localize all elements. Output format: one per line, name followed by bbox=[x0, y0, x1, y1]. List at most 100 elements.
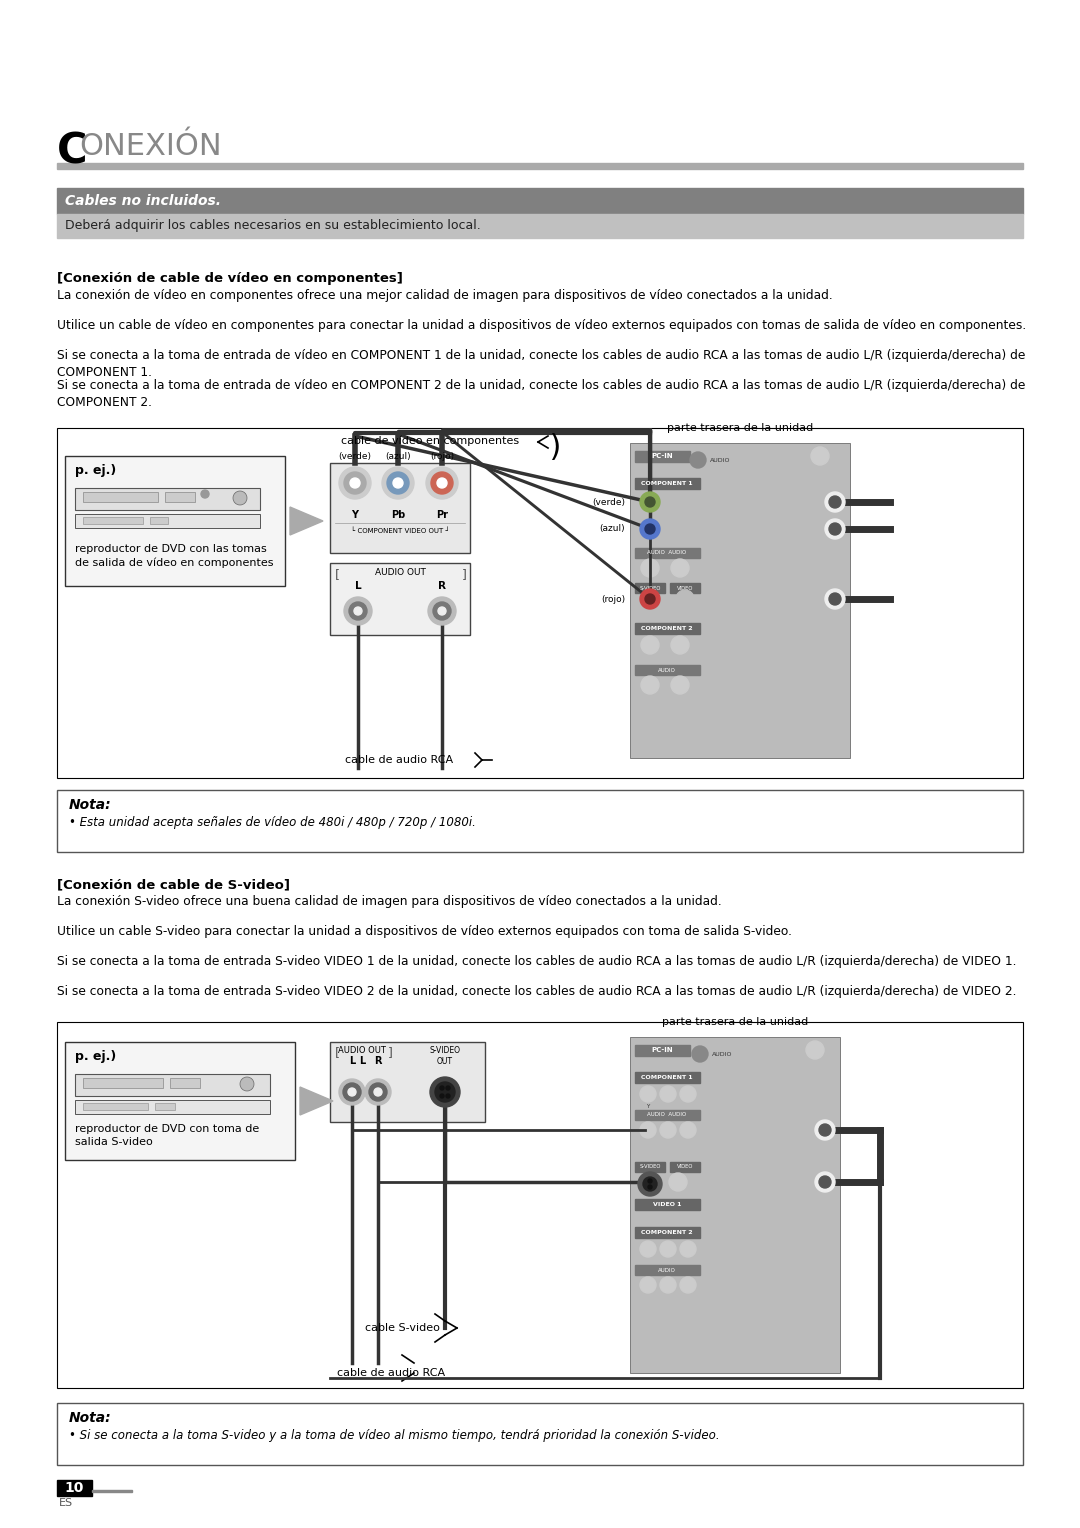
Circle shape bbox=[680, 1086, 696, 1102]
Bar bbox=[150, 516, 168, 524]
Bar bbox=[635, 584, 665, 593]
Text: (rojo): (rojo) bbox=[430, 452, 454, 461]
Bar bbox=[635, 1199, 700, 1210]
Circle shape bbox=[428, 597, 456, 625]
Circle shape bbox=[645, 497, 654, 507]
Text: PC-IN: PC-IN bbox=[651, 1048, 673, 1053]
Bar bbox=[635, 623, 700, 634]
Text: S-VIDEO: S-VIDEO bbox=[639, 585, 661, 590]
Bar bbox=[635, 1265, 700, 1274]
Text: cable S-video: cable S-video bbox=[365, 1323, 440, 1332]
Circle shape bbox=[440, 1094, 444, 1099]
Circle shape bbox=[829, 593, 841, 605]
Text: R: R bbox=[438, 581, 446, 591]
Circle shape bbox=[640, 1086, 656, 1102]
Circle shape bbox=[339, 1079, 365, 1105]
Bar bbox=[630, 443, 850, 758]
Circle shape bbox=[348, 1088, 356, 1096]
Circle shape bbox=[680, 1122, 696, 1138]
Bar bbox=[635, 1045, 690, 1056]
Text: C: C bbox=[57, 130, 87, 173]
Text: PC-IN: PC-IN bbox=[651, 454, 673, 460]
Circle shape bbox=[639, 1174, 657, 1190]
Circle shape bbox=[393, 478, 403, 487]
Text: cable de vídeo en componentes: cable de vídeo en componentes bbox=[341, 435, 519, 446]
Bar bbox=[57, 790, 1023, 853]
Text: [: [ bbox=[335, 568, 340, 581]
Circle shape bbox=[365, 1079, 391, 1105]
Text: AUDIO  AUDIO: AUDIO AUDIO bbox=[647, 1112, 687, 1117]
Text: parte trasera de la unidad: parte trasera de la unidad bbox=[662, 1018, 808, 1027]
Circle shape bbox=[815, 1120, 835, 1140]
Text: Pb: Pb bbox=[391, 510, 405, 520]
Circle shape bbox=[435, 1082, 455, 1102]
Text: • Esta unidad acepta señales de vídeo de 480i / 480p / 720p / 1080i.: • Esta unidad acepta señales de vídeo de… bbox=[69, 816, 476, 830]
Bar bbox=[57, 214, 1023, 238]
Bar bbox=[75, 513, 260, 529]
Circle shape bbox=[806, 1041, 824, 1059]
Bar bbox=[57, 163, 1023, 170]
Bar bbox=[57, 1022, 1023, 1387]
Circle shape bbox=[349, 602, 367, 620]
Circle shape bbox=[638, 1172, 662, 1196]
Text: • Si se conecta a la toma S-video y a la toma de vídeo al mismo tiempo, tendrá p: • Si se conecta a la toma S-video y a la… bbox=[69, 1429, 719, 1442]
Circle shape bbox=[811, 448, 829, 465]
Bar bbox=[83, 1077, 163, 1088]
Text: [Conexión de cable de vídeo en componentes]: [Conexión de cable de vídeo en component… bbox=[57, 272, 403, 286]
Text: La conexión de vídeo en componentes ofrece una mejor calidad de imagen para disp: La conexión de vídeo en componentes ofre… bbox=[57, 289, 833, 303]
Bar bbox=[92, 1490, 132, 1491]
Text: AUDIO OUT: AUDIO OUT bbox=[338, 1047, 386, 1054]
Bar bbox=[57, 1403, 1023, 1465]
Circle shape bbox=[438, 607, 446, 614]
Circle shape bbox=[345, 472, 366, 494]
Circle shape bbox=[343, 1083, 361, 1102]
Text: Deberá adquirir los cables necesarios en su establecimiento local.: Deberá adquirir los cables necesarios en… bbox=[65, 220, 481, 232]
Circle shape bbox=[669, 1174, 687, 1190]
Text: [Conexión de cable de S-video]: [Conexión de cable de S-video] bbox=[57, 879, 291, 891]
Circle shape bbox=[829, 497, 841, 507]
Circle shape bbox=[671, 636, 689, 654]
Text: ONEXIÓN: ONEXIÓN bbox=[79, 131, 221, 160]
Bar bbox=[75, 1074, 270, 1096]
Text: (verde): (verde) bbox=[338, 452, 372, 461]
Text: AUDIO  AUDIO: AUDIO AUDIO bbox=[647, 550, 687, 556]
Circle shape bbox=[815, 1172, 835, 1192]
Text: VIDEO 1: VIDEO 1 bbox=[652, 1203, 681, 1207]
Text: AUDIO OUT: AUDIO OUT bbox=[375, 568, 426, 578]
Text: Nota:: Nota: bbox=[69, 798, 111, 811]
Circle shape bbox=[676, 590, 694, 608]
Circle shape bbox=[430, 1077, 460, 1106]
Circle shape bbox=[645, 594, 654, 604]
Text: (rojo): (rojo) bbox=[600, 594, 625, 604]
Text: La conexión S-video ofrece una buena calidad de imagen para dispositivos de víde: La conexión S-video ofrece una buena cal… bbox=[57, 895, 721, 908]
Circle shape bbox=[645, 524, 654, 533]
Text: (azul): (azul) bbox=[386, 452, 410, 461]
Bar bbox=[635, 1161, 665, 1172]
Circle shape bbox=[819, 1177, 831, 1187]
Text: Si se conecta a la toma de entrada S-video VIDEO 1 de la unidad, conecte los cab: Si se conecta a la toma de entrada S-vid… bbox=[57, 955, 1016, 969]
Text: COMPONENT 1: COMPONENT 1 bbox=[642, 481, 692, 486]
Circle shape bbox=[354, 607, 362, 614]
Circle shape bbox=[446, 1086, 450, 1089]
Bar bbox=[165, 492, 195, 503]
Circle shape bbox=[640, 492, 660, 512]
Bar bbox=[635, 451, 690, 461]
Text: L: L bbox=[354, 581, 362, 591]
Text: p. ej.): p. ej.) bbox=[75, 465, 117, 477]
Text: COMPONENT 1: COMPONENT 1 bbox=[642, 1076, 692, 1080]
Circle shape bbox=[643, 1177, 657, 1190]
Circle shape bbox=[819, 1125, 831, 1135]
Text: Utilice un cable de vídeo en componentes para conectar la unidad a dispositivos : Utilice un cable de vídeo en componentes… bbox=[57, 319, 1026, 332]
Text: reproductor de DVD con las tomas
de salida de vídeo en componentes: reproductor de DVD con las tomas de sali… bbox=[75, 544, 273, 568]
Bar bbox=[65, 1042, 295, 1160]
Text: VIDEO: VIDEO bbox=[677, 1164, 693, 1169]
Text: R: R bbox=[375, 1056, 381, 1067]
Circle shape bbox=[671, 675, 689, 694]
Circle shape bbox=[642, 636, 659, 654]
Text: Y: Y bbox=[646, 1105, 650, 1109]
Circle shape bbox=[339, 468, 372, 500]
Circle shape bbox=[240, 1077, 254, 1091]
Bar bbox=[170, 1077, 200, 1088]
Circle shape bbox=[648, 1180, 652, 1183]
Bar bbox=[635, 1109, 700, 1120]
